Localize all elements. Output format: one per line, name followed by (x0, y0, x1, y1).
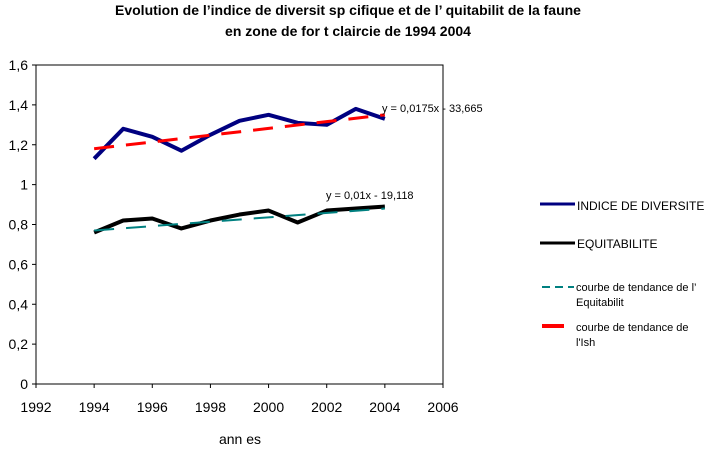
legend-label-trend-ish-1: courbe de tendance de (576, 322, 689, 334)
y-tick-label: 1,2 (9, 137, 29, 153)
y-tick-label: 1 (20, 177, 28, 193)
legend: INDICE DE DIVERSITE EQUITABILITE courbe … (540, 199, 704, 349)
x-tick-label: 2006 (427, 399, 458, 415)
trendline-0 (94, 207, 385, 232)
legend-label-trend-equitabilite-2: Equitabilit (576, 297, 624, 309)
x-tick-label: 2002 (311, 399, 342, 415)
x-tick-label: 1994 (79, 399, 110, 415)
legend-label-equitabilite: EQUITABILITE (577, 237, 657, 251)
x-tick-label: 2000 (253, 399, 284, 415)
x-tick-label: 2004 (369, 399, 400, 415)
x-axis-label: ann es (219, 431, 261, 447)
trend-equation-ish: y = 0,0175x - 33,665 (382, 103, 483, 115)
series-line-0 (92, 106, 386, 161)
x-tick-label: 1996 (137, 399, 168, 415)
y-tick-label: 1,6 (9, 57, 29, 73)
legend-label-trend-ish-2: l'Ish (576, 337, 595, 349)
legend-label-diversite: INDICE DE DIVERSITE (577, 199, 704, 213)
y-tick-label: 0 (20, 376, 28, 392)
trend-equation-equitabilite: y = 0,01x - 19,118 (326, 190, 414, 202)
y-tick-label: 0,8 (9, 217, 29, 233)
y-tick-label: 0,2 (9, 336, 29, 352)
legend-label-trend-equitabilite-1: courbe de tendance de l’ (576, 282, 696, 294)
y-tick-label: 0,4 (9, 296, 29, 312)
y-tick-label: 1,4 (9, 97, 29, 113)
chart-title-line1: Evolution de l’indice de diversit sp cif… (115, 2, 581, 18)
y-tick-label: 0,6 (9, 256, 29, 272)
x-tick-label: 1998 (195, 399, 226, 415)
chart-title-line2: en zone de for t claircie de 1994 2004 (225, 23, 471, 39)
x-tick-label: 1992 (20, 399, 51, 415)
trendline-1 (93, 113, 386, 151)
